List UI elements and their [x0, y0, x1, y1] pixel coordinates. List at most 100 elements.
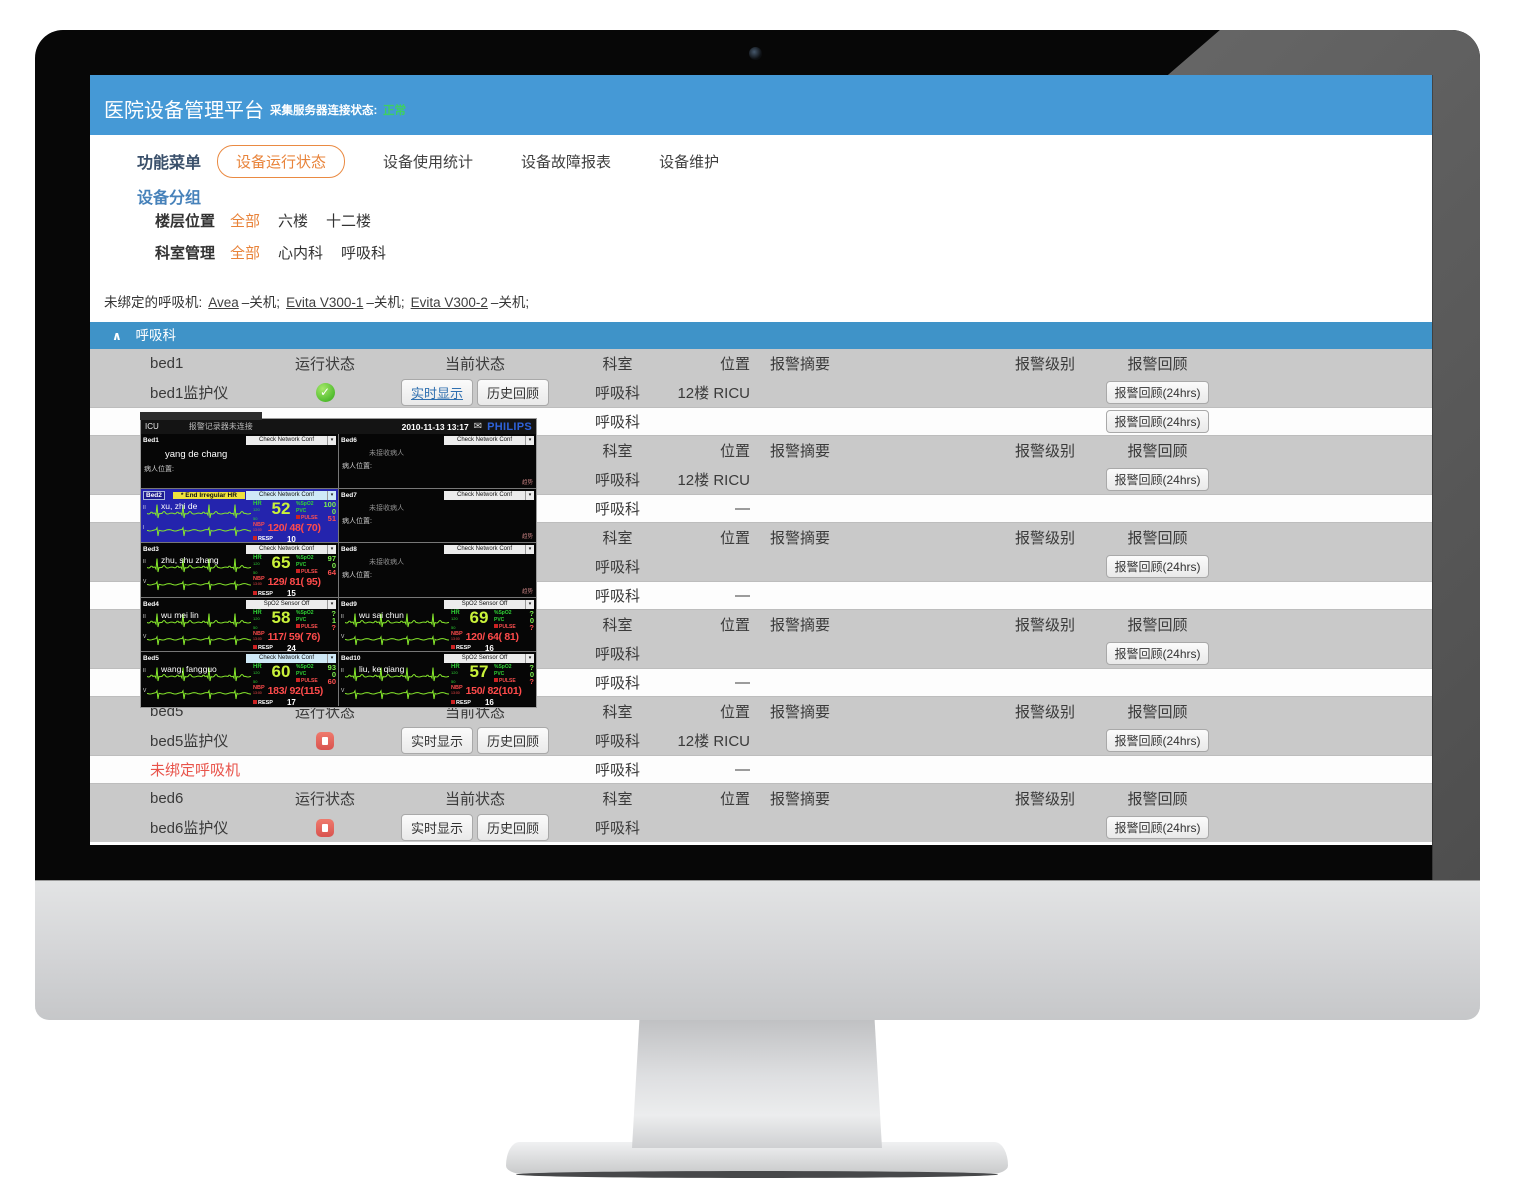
bed-status-dropdown[interactable]: Check Network Conf ▾ — [246, 436, 336, 445]
location-cell: 位置 — [719, 530, 750, 547]
spo2-label: %SpO2 — [494, 664, 512, 671]
dept-cell: 呼吸科 — [594, 414, 640, 431]
bed-status-dropdown[interactable]: Check Network Conf ▾ — [444, 490, 534, 500]
ecg-waveform — [147, 689, 251, 700]
resp-block: RESP 16 — [451, 644, 494, 651]
bed-cell-bed3: Bed3 Check Network Conf ▾ zhu, shu zhang II V… — [141, 543, 338, 597]
dropdown-caret-icon: ▾ — [327, 545, 336, 555]
bed-top-bar: Bed8 Check Network Conf ▾ — [339, 543, 536, 555]
filter-dept-respiratory[interactable]: 呼吸科 — [341, 244, 387, 262]
pulse-value: 64 — [327, 568, 336, 578]
alarm-review-24hrs-button[interactable]: 报警回顾(24hrs) — [1106, 642, 1209, 665]
dept-cell: 科室 — [602, 704, 633, 721]
vitals-panel: HR 120 50 58 %SpO2? PVC 1 PULSE? NBP 13:00 117/ 59… — [253, 607, 336, 651]
bed-status-dropdown[interactable]: SpO2 Sensor Off ▾ — [246, 599, 336, 609]
bed-status-dropdown[interactable]: SpO2 Sensor Off ▾ — [444, 599, 534, 609]
tab-fault-report[interactable]: 设备故障报表 — [521, 153, 612, 171]
tab-maintenance[interactable]: 设备维护 — [659, 153, 720, 171]
filter-dept-all[interactable]: 全部 — [230, 244, 261, 262]
dropdown-caret-icon: ▾ — [525, 654, 534, 664]
realtime-display-button[interactable]: 实时显示 — [400, 727, 473, 754]
filter-floor-all[interactable]: 全部 — [230, 212, 261, 230]
section-header-respiratory[interactable]: ∧ 呼吸科 — [90, 322, 1432, 349]
filter-floor-12[interactable]: 十二楼 — [326, 212, 372, 230]
trend-link[interactable]: 趋势 — [521, 588, 533, 595]
spo2-value: ? — [529, 663, 534, 673]
alarm-review-24hrs-button[interactable]: 报警回顾(24hrs) — [1106, 816, 1209, 839]
alarm-off-icon — [494, 623, 498, 628]
bed-status-dropdown[interactable]: SpO2 Sensor Off ▾ — [444, 654, 534, 664]
ecg-waveform — [345, 613, 449, 627]
dropdown-caret-icon: ▾ — [525, 490, 534, 500]
hr-value: 58 — [271, 607, 291, 627]
ecg-waveform — [147, 525, 251, 536]
ecg-lead-label: I — [143, 524, 145, 531]
ecg-lead-label: V — [341, 688, 345, 695]
bed-status-dropdown[interactable]: Check Network Conf ▾ — [444, 436, 534, 445]
ecg-lead-label: V — [143, 579, 147, 586]
alarm-review-24hrs-button[interactable]: 报警回顾(24hrs) — [1106, 555, 1209, 578]
patient-name: wu sai chun — [359, 609, 404, 620]
vitals-mini-col: %SpO2 100 PVC 0 PULSE 51 — [296, 500, 336, 523]
unbound-link-avea[interactable]: Avea — [208, 295, 239, 310]
filter-dept-cardiology[interactable]: 心内科 — [278, 244, 324, 262]
location-cell: 位置 — [719, 617, 750, 634]
patient-name: zhu, shu zhang — [161, 555, 219, 566]
dept-cell: 呼吸科 — [594, 675, 640, 692]
vitals-panel: HR 120 50 60 %SpO2 93 PVC 0 PULSE 60 NBP 13:00 183/ … — [253, 662, 336, 706]
ecg-waveform — [345, 634, 449, 645]
spo2-row: %SpO2 100 — [296, 500, 336, 508]
spo2-label: %SpO2 — [296, 555, 314, 562]
bed-status-dropdown[interactable]: Check Network Conf ▾ — [246, 490, 336, 500]
screen: 医院设备管理平台 采集服务器连接状态: 正常 功能菜单 设备运行状态 设备使用统… — [90, 75, 1432, 845]
bed-status-dropdown[interactable]: Check Network Conf ▾ — [246, 545, 336, 555]
alarm-review-24hrs-button[interactable]: 报警回顾(24hrs) — [1106, 468, 1209, 491]
alarm-off-icon — [451, 645, 455, 650]
trend-link[interactable]: 趋势 — [521, 534, 533, 541]
bed-cell-bed5: Bed5 Check Network Conf ▾ wang, fangguo II V H… — [141, 652, 338, 706]
nbp-value: 150/ 82(101) — [465, 685, 522, 698]
location-cell: 位置 — [719, 443, 750, 460]
dropdown-caret-icon: ▾ — [327, 436, 336, 445]
hr-low-limit: 50 — [253, 624, 258, 630]
realtime-display-button[interactable]: 实时显示 — [400, 379, 473, 406]
bed-top-bar: Bed7 Check Network Conf ▾ — [339, 489, 536, 501]
bed-status-dropdown[interactable]: Check Network Conf ▾ — [444, 545, 534, 555]
dept-cell: 呼吸科 — [594, 501, 640, 518]
alarm-off-icon — [296, 623, 300, 628]
dropdown-caret-icon: ▾ — [327, 654, 336, 664]
unbound-link-evita1[interactable]: Evita V300-1 — [286, 295, 364, 310]
filter-floor-6[interactable]: 六楼 — [278, 212, 309, 230]
history-review-button[interactable]: 历史回顾 — [477, 814, 550, 841]
history-review-button[interactable]: 历史回顾 — [477, 379, 550, 406]
pulse-value: 51 — [327, 513, 336, 523]
realtime-display-button[interactable]: 实时显示 — [400, 814, 473, 841]
ecg-waveform — [147, 667, 251, 682]
patient-location-label: 病人位置: — [342, 517, 372, 525]
vitals-panel: HR 120 50 65 %SpO2 97 PVC 0 PULSE 64 NBP 13:00 129/ … — [253, 553, 336, 597]
alarm-review-24hrs-button[interactable]: 报警回顾(24hrs) — [1106, 410, 1209, 433]
device-name: bed5监护仪 — [150, 733, 229, 750]
history-review-button[interactable]: 历史回顾 — [477, 727, 550, 754]
tab-usage-stats[interactable]: 设备使用统计 — [383, 153, 474, 171]
dropdown-value: Check Network Conf — [456, 491, 513, 498]
alarm-review-24hrs-button[interactable]: 报警回顾(24hrs) — [1106, 381, 1209, 404]
device-name: 未绑定呼吸机 — [150, 762, 241, 779]
alarm-review-cell: 报警回顾 — [1127, 704, 1188, 721]
bed-cell-bed6: Bed6 Check Network Conf ▾ 未接收病人 病人位置: 趋势 — [339, 434, 536, 488]
pulse-row: PULSE? — [494, 678, 534, 686]
bed-label: Bed1 — [143, 437, 159, 444]
unbound-link-evita2[interactable]: Evita V300-2 — [410, 295, 488, 310]
alarm-review-24hrs-button[interactable]: 报警回顾(24hrs) — [1106, 729, 1209, 752]
nbp-label: NBP 13:00 — [253, 630, 265, 641]
spo2-row: %SpO2 97 — [296, 555, 336, 563]
unbound-status: –关机; — [241, 295, 281, 310]
patient-name: wu mei lin — [161, 609, 199, 620]
trend-link[interactable]: 趋势 — [521, 479, 533, 486]
bed-status-dropdown[interactable]: Check Network Conf ▾ — [246, 654, 336, 664]
dept-cell: 呼吸科 — [594, 559, 640, 576]
tab-device-run-status[interactable]: 设备运行状态 — [217, 144, 346, 178]
ecg-waveform — [345, 689, 449, 700]
bed-cell-bed2: Bed2 * End Irregular HR Check Network Conf… — [141, 488, 338, 543]
alarm-off-icon — [451, 699, 455, 704]
